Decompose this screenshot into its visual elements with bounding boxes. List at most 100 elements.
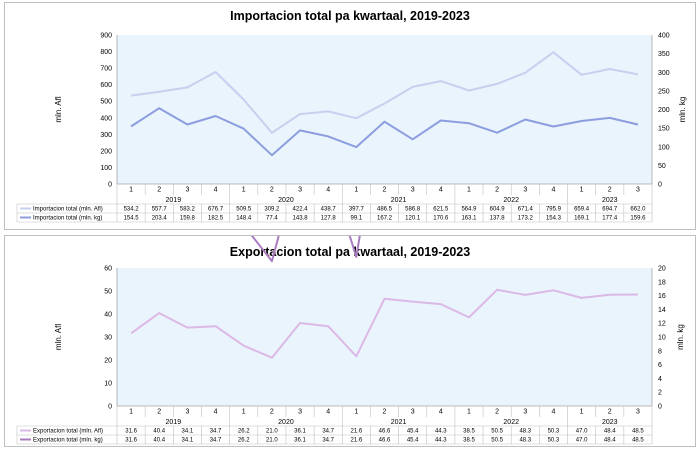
data-table-value: 659.4 [574, 207, 590, 213]
data-table-value: 137.8 [490, 216, 506, 222]
quarter-tick-label: 2 [608, 409, 612, 416]
quarter-tick-label: 3 [298, 187, 302, 194]
year-tick-label: 2021 [391, 197, 407, 204]
data-table-value: 169.1 [574, 216, 590, 222]
data-table-value: 586.8 [405, 207, 421, 213]
y2-tick-label: 400 [658, 33, 670, 40]
year-tick-label: 2022 [503, 419, 519, 426]
data-table-value: 40.4 [153, 438, 165, 444]
data-table-value: 99.1 [350, 216, 362, 222]
y2-tick-label: 20 [658, 266, 666, 273]
quarter-tick-label: 1 [467, 187, 471, 194]
quarter-tick-label: 1 [354, 187, 358, 194]
data-table-value: 397.7 [349, 207, 365, 213]
quarter-tick-label: 4 [214, 409, 218, 416]
y-tick-label: 900 [100, 33, 112, 40]
data-table-value: 21.0 [266, 429, 278, 435]
legend-label: Exportacion total (mln. Afl) [33, 429, 103, 435]
y2-tick-label: 0 [658, 404, 662, 411]
quarter-tick-label: 4 [214, 187, 218, 194]
data-table-value: 38.5 [463, 429, 475, 435]
y2-tick-label: 350 [658, 51, 670, 58]
quarter-tick-label: 3 [523, 187, 527, 194]
data-table-value: 45.4 [407, 438, 419, 444]
plot-area [117, 268, 652, 406]
data-table-value: 671.4 [518, 207, 534, 213]
quarter-tick-label: 3 [636, 187, 640, 194]
y-axis-title: mln. Afl [54, 324, 63, 350]
y2-tick-label: 16 [658, 293, 666, 300]
y-tick-label: 300 [100, 132, 112, 139]
y-tick-label: 60 [104, 266, 112, 273]
legend-label: Importacion total (mln. kg) [33, 216, 102, 222]
y2-tick-label: 0 [658, 182, 662, 189]
data-table-value: 486.5 [377, 207, 393, 213]
data-table-value: 564.9 [461, 207, 477, 213]
data-table-value: 422.4 [293, 207, 309, 213]
data-table-value: 182.5 [208, 216, 224, 222]
data-table-value: 36.1 [294, 438, 306, 444]
data-table-value: 159.6 [630, 216, 646, 222]
data-table-value: 154.5 [124, 216, 140, 222]
data-table-value: 48.3 [519, 438, 531, 444]
quarter-tick-label: 1 [242, 409, 246, 416]
year-tick-label: 2019 [166, 197, 182, 204]
data-table-value: 50.3 [548, 438, 560, 444]
year-tick-label: 2022 [503, 197, 519, 204]
data-table-value: 40.4 [153, 429, 165, 435]
data-table-value: 534.2 [124, 207, 140, 213]
year-tick-label: 2023 [602, 419, 618, 426]
data-table-value: 21.0 [266, 438, 278, 444]
y2-tick-label: 10 [658, 335, 666, 342]
data-table-value: 31.6 [125, 438, 137, 444]
data-table-value: 34.7 [322, 438, 334, 444]
data-table-value: 44.3 [435, 438, 447, 444]
data-table-value: 557.7 [152, 207, 168, 213]
quarter-tick-label: 4 [326, 409, 330, 416]
quarter-tick-label: 3 [298, 409, 302, 416]
data-table-value: 795.9 [546, 207, 562, 213]
year-tick-label: 2023 [602, 197, 618, 204]
data-table-value: 34.1 [182, 429, 194, 435]
legend-label: Importacion total (mln. Afl) [33, 207, 103, 213]
y-tick-label: 100 [100, 165, 112, 172]
chart-title: Importacion total pa kwartaal, 2019-2023 [230, 9, 470, 23]
quarter-tick-label: 3 [185, 187, 189, 194]
import-chart: Importacion total pa kwartaal, 2019-2023… [16, 9, 687, 223]
data-table-value: 48.4 [604, 429, 616, 435]
data-table-value: 26.2 [238, 438, 250, 444]
data-table-value: 48.4 [604, 438, 616, 444]
quarter-tick-label: 1 [467, 409, 471, 416]
data-table-value: 120.1 [405, 216, 421, 222]
quarter-tick-label: 2 [383, 187, 387, 194]
y2-tick-label: 100 [658, 144, 670, 151]
data-table-value: 167.2 [377, 216, 393, 222]
data-table-value: 36.1 [294, 429, 306, 435]
data-table-value: 34.7 [322, 429, 334, 435]
data-table-value: 159.8 [180, 216, 196, 222]
data-table-value: 47.0 [576, 429, 588, 435]
quarter-tick-label: 3 [523, 409, 527, 416]
data-table-value: 203.4 [152, 216, 168, 222]
data-table-value: 163.1 [461, 216, 477, 222]
quarter-tick-label: 2 [157, 409, 161, 416]
quarter-tick-label: 1 [580, 409, 584, 416]
data-table-value: 676.7 [208, 207, 224, 213]
y2-tick-label: 8 [658, 348, 662, 355]
series-line-0 [130, 288, 638, 359]
data-table-value: 694.7 [602, 207, 618, 213]
data-table-value: 148.4 [236, 216, 252, 222]
data-table-value: 38.5 [463, 438, 475, 444]
y-tick-label: 200 [100, 148, 112, 155]
y2-axis-title: mln. kg [676, 324, 685, 350]
data-table-value: 583.2 [180, 207, 196, 213]
series-line-1 [130, 107, 639, 157]
year-tick-label: 2021 [391, 419, 407, 426]
data-table-value: 31.6 [125, 429, 137, 435]
quarter-tick-label: 1 [354, 409, 358, 416]
y2-tick-label: 14 [658, 307, 666, 314]
import-chart-panel: Importacion total pa kwartaal, 2019-2023… [4, 2, 696, 230]
quarter-tick-label: 3 [636, 409, 640, 416]
data-table-value: 170.6 [433, 216, 449, 222]
quarter-tick-label: 3 [185, 409, 189, 416]
